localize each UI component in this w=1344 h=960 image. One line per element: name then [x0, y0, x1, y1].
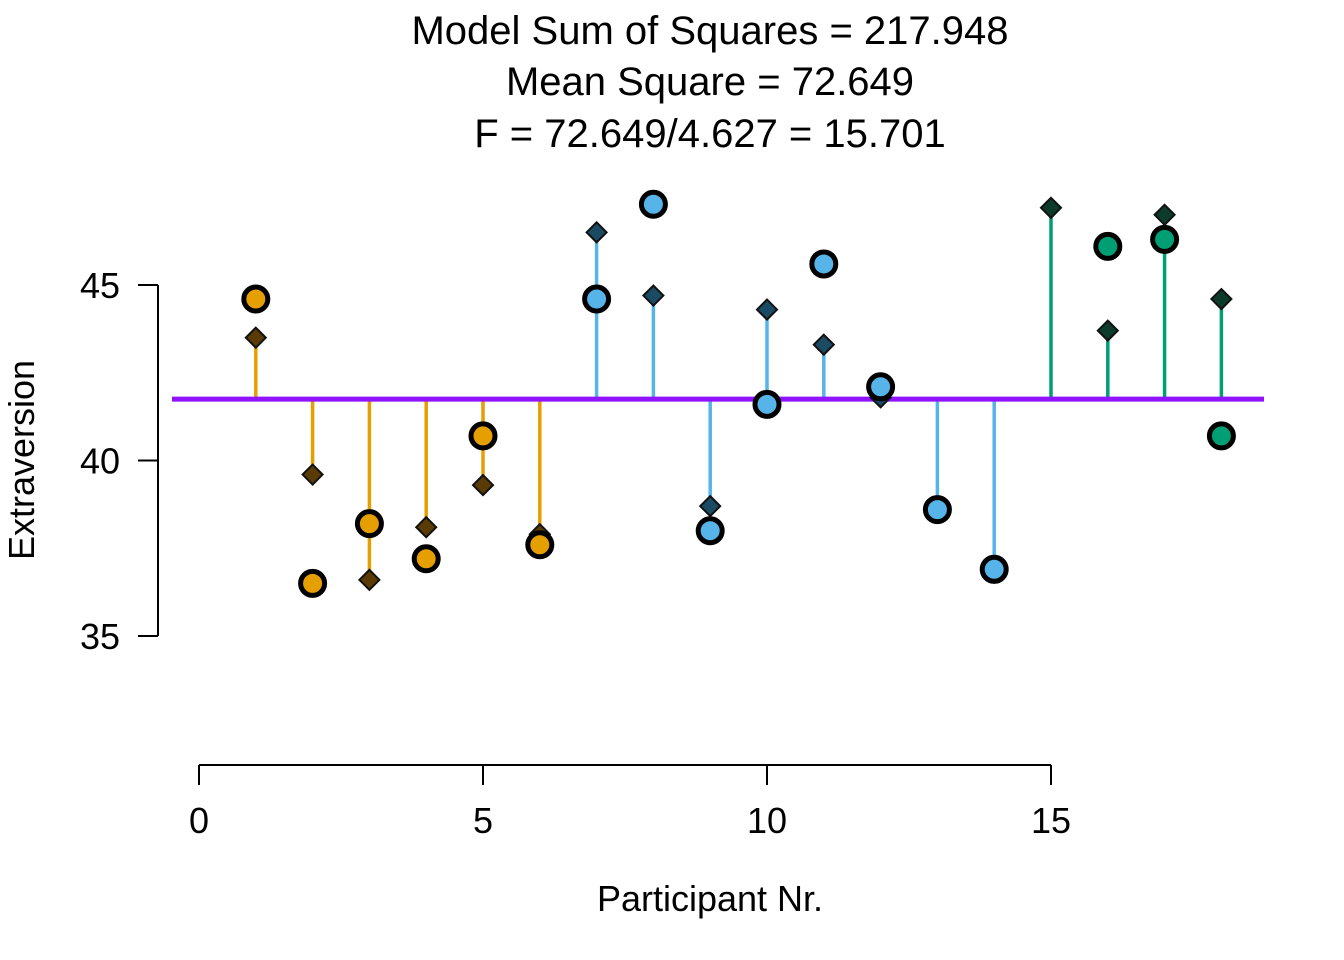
observed-point-14 — [979, 554, 1009, 584]
residual-stems — [254, 207, 1224, 580]
predicted-diamond-5 — [471, 473, 495, 497]
observed-point-16 — [1093, 231, 1123, 261]
x-axis: 0 5 10 15 — [189, 764, 1071, 841]
predicted-diamond-9 — [698, 494, 722, 518]
observed-point-6 — [525, 530, 555, 560]
observed-point-1 — [241, 284, 271, 314]
observed-point-11 — [809, 249, 839, 279]
predicted-diamond-16 — [1096, 319, 1120, 343]
y-tick-label-45: 45 — [80, 265, 120, 306]
observed-point-4 — [411, 544, 441, 574]
title-line-2: Mean Square = 72.649 — [506, 60, 914, 104]
predicted-diamond-15 — [1039, 196, 1063, 220]
x-tick-label-5: 5 — [473, 800, 493, 841]
observed-markers — [241, 189, 1236, 598]
x-axis-label: Participant Nr. — [597, 878, 823, 919]
y-tick-label-35: 35 — [80, 616, 120, 657]
predicted-diamond-4 — [414, 515, 438, 539]
predicted-markers — [244, 196, 1233, 592]
y-axis: 35 40 45 — [80, 265, 159, 657]
observed-point-3 — [354, 509, 384, 539]
observed-point-12 — [866, 372, 896, 402]
chart-title: Model Sum of Squares = 217.948 Mean Squa… — [411, 9, 1008, 156]
observed-point-13 — [922, 495, 952, 525]
y-tick-label-40: 40 — [80, 441, 120, 482]
observed-point-8 — [638, 189, 668, 219]
predicted-diamond-11 — [812, 333, 836, 357]
y-axis-label: Extraversion — [1, 360, 42, 560]
predicted-diamond-17 — [1153, 203, 1177, 227]
predicted-diamond-3 — [357, 568, 381, 592]
predicted-diamond-7 — [585, 220, 609, 244]
observed-point-9 — [695, 516, 725, 546]
observed-point-18 — [1206, 421, 1236, 451]
predicted-diamond-1 — [244, 326, 268, 350]
predicted-diamond-8 — [641, 284, 665, 307]
predicted-diamond-10 — [755, 298, 779, 321]
observed-point-5 — [468, 421, 498, 451]
title-line-3: F = 72.649/4.627 = 15.701 — [474, 112, 946, 156]
observed-point-7 — [582, 284, 612, 314]
observed-point-2 — [298, 568, 328, 598]
observed-point-10 — [752, 389, 782, 419]
predicted-diamond-18 — [1209, 287, 1233, 311]
predicted-diamond-2 — [301, 463, 325, 486]
x-tick-label-10: 10 — [747, 800, 787, 841]
x-tick-label-0: 0 — [189, 800, 209, 841]
title-line-1: Model Sum of Squares = 217.948 — [411, 9, 1008, 53]
observed-point-17 — [1150, 224, 1180, 254]
x-tick-label-15: 15 — [1031, 800, 1071, 841]
